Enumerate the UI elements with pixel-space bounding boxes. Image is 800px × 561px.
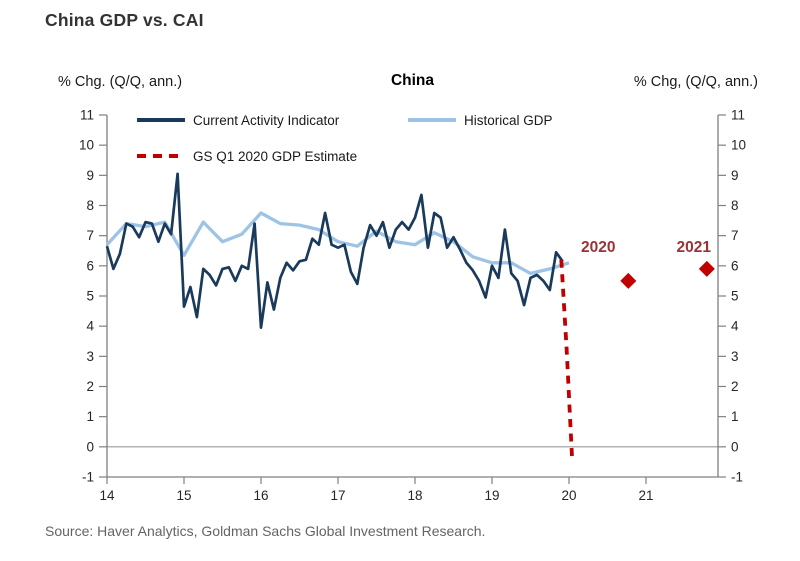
x-tick-label: 17 <box>330 488 345 503</box>
y-tick-label-right: 11 <box>731 108 745 123</box>
y-tick-label-left: 0 <box>86 439 94 454</box>
y-tick-label-right: 7 <box>731 228 739 243</box>
y-tick-label-left: 11 <box>80 108 94 123</box>
y-tick-label-left: 9 <box>86 168 94 183</box>
x-tick-label: 21 <box>638 488 653 503</box>
y-tick-label-left: 1 <box>86 409 94 424</box>
x-tick-label: 16 <box>253 488 268 503</box>
forecast-diamond-2020 <box>620 272 637 289</box>
right-axis-title: % Chg, (Q/Q, ann.) <box>633 74 758 90</box>
y-tick-label-right: 9 <box>731 168 739 183</box>
legend-item-estimate: GS Q1 2020 GDP Estimate <box>137 147 357 165</box>
forecast-label-2021: 2021 <box>676 239 711 256</box>
y-tick-label-right: 6 <box>731 258 739 273</box>
y-tick-label-right: -1 <box>731 470 743 485</box>
y-tick-label-right: 3 <box>731 349 739 364</box>
y-tick-label-left: 2 <box>86 379 94 394</box>
x-tick-label: 18 <box>407 488 422 503</box>
forecast-diamond-2021 <box>698 260 715 277</box>
chart-title: China GDP vs. CAI <box>45 10 204 30</box>
x-tick-label: 15 <box>176 488 191 503</box>
estimate-dash-line <box>559 259 574 459</box>
legend-item-cai: Current Activity Indicator <box>137 111 339 129</box>
y-tick-label-right: 1 <box>731 409 739 424</box>
y-tick-label-right: 5 <box>731 289 739 304</box>
cai-line-swatch <box>137 118 185 122</box>
y-tick-label-left: -1 <box>82 470 94 485</box>
y-tick-label-right: 0 <box>731 439 739 454</box>
y-tick-label-right: 2 <box>731 379 739 394</box>
legend-label-cai: Current Activity Indicator <box>193 112 340 128</box>
y-tick-label-left: 4 <box>86 319 94 334</box>
gdp-series-line <box>105 211 570 276</box>
x-tick-label: 19 <box>484 488 499 503</box>
y-tick-label-left: 6 <box>86 258 94 273</box>
x-tick-label: 20 <box>561 488 576 503</box>
forecast-label-2020: 2020 <box>581 239 615 256</box>
cai-series-line <box>105 172 564 330</box>
y-tick-label-right: 10 <box>731 138 746 153</box>
legend-item-gdp: Historical GDP <box>408 111 553 129</box>
source-text: Source: Haver Analytics, Goldman Sachs G… <box>45 523 486 539</box>
y-tick-label-left: 5 <box>86 289 94 304</box>
y-tick-label-right: 8 <box>731 198 739 213</box>
gdp-line-swatch <box>408 118 456 122</box>
panel-title: China <box>390 72 435 89</box>
legend-label-estimate: GS Q1 2020 GDP Estimate <box>193 148 358 164</box>
x-tick-label: 14 <box>99 488 115 503</box>
left-axis-title: % Chg. (Q/Q, ann.) <box>58 74 183 90</box>
y-tick-label-left: 10 <box>79 138 94 153</box>
y-tick-label-left: 7 <box>86 228 94 243</box>
legend-label-gdp: Historical GDP <box>464 112 553 128</box>
y-tick-label-left: 3 <box>86 349 94 364</box>
y-tick-label-right: 4 <box>731 319 739 334</box>
y-tick-label-left: 8 <box>86 198 94 213</box>
estimate-dash-swatch <box>137 154 185 158</box>
